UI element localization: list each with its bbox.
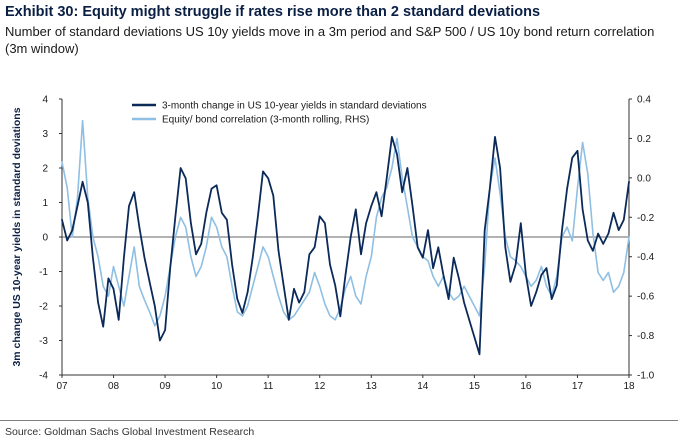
y-left-tick-label: 1 xyxy=(42,198,48,209)
y-right-tick-label: 0.4 xyxy=(637,95,651,106)
y-left-tick-label: 3 xyxy=(42,129,48,140)
x-tick-label: 10 xyxy=(211,381,223,392)
x-tick-label: 07 xyxy=(56,381,68,392)
y-right-tick-label: -1.0 xyxy=(637,371,655,382)
y-axis-label: 3m change US 10-year yields in standard … xyxy=(11,107,23,366)
x-tick-label: 14 xyxy=(417,381,429,392)
y-left-tick-label: -1 xyxy=(39,267,48,278)
source-note: Source: Goldman Sachs Global Investment … xyxy=(5,426,255,438)
y-left-tick-label: -3 xyxy=(39,336,48,347)
y-right-tick-label: -0.6 xyxy=(637,292,655,303)
source-divider xyxy=(0,420,678,421)
y-left-tick-label: -4 xyxy=(39,371,48,382)
chart-canvas: 43210-1-2-3-40.40.20.0-0.2-0.4-0.6-0.8-1… xyxy=(11,95,655,393)
x-tick-label: 18 xyxy=(623,381,635,392)
y-right-tick-label: -0.2 xyxy=(637,213,655,224)
series-line-yield-change xyxy=(61,135,630,356)
y-right-tick-label: 0.0 xyxy=(637,173,651,184)
y-left-tick-label: 2 xyxy=(42,164,48,175)
x-tick-label: 08 xyxy=(108,381,120,392)
y-right-tick-label: -0.8 xyxy=(637,331,655,342)
x-tick-label: 16 xyxy=(520,381,532,392)
legend-label: 3-month change in US 10-year yields in s… xyxy=(162,101,427,112)
y-left-tick-label: 0 xyxy=(42,233,48,244)
x-tick-label: 15 xyxy=(469,381,481,392)
y-right-tick-label: -0.4 xyxy=(637,252,655,263)
x-tick-label: 17 xyxy=(572,381,584,392)
x-tick-label: 09 xyxy=(160,381,172,392)
series-line-equity-bond-correlation xyxy=(61,119,630,327)
y-right-tick-label: 0.2 xyxy=(637,134,651,145)
chart-title: Exhibit 30: Equity might struggle if rat… xyxy=(5,4,541,20)
top-rule xyxy=(0,0,678,1)
y-left-tick-label: 4 xyxy=(42,95,48,106)
x-tick-label: 12 xyxy=(314,381,326,392)
x-tick-label: 11 xyxy=(263,381,274,392)
y-left-tick-label: -2 xyxy=(39,302,48,313)
x-tick-label: 13 xyxy=(366,381,378,392)
chart-subtitle: Number of standard deviations US 10y yie… xyxy=(5,24,655,56)
legend-label: Equity/ bond correlation (3-month rollin… xyxy=(162,115,369,126)
